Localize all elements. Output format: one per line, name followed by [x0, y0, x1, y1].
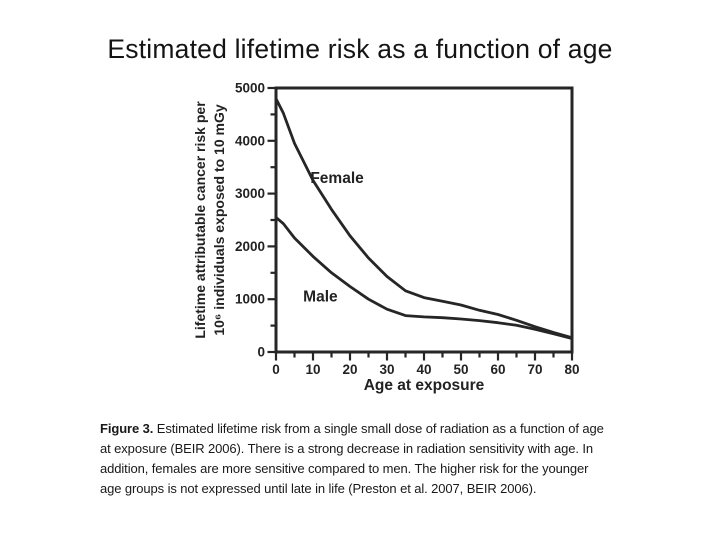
- svg-text:Female: Female: [310, 170, 364, 187]
- x-axis-label: Age at exposure: [363, 377, 485, 394]
- svg-text:20: 20: [342, 362, 357, 377]
- svg-text:10: 10: [305, 362, 320, 377]
- caption-figure-label: Figure 3.: [100, 421, 154, 436]
- svg-text:5000: 5000: [235, 81, 265, 96]
- svg-text:70: 70: [527, 362, 542, 377]
- svg-text:30: 30: [379, 362, 394, 377]
- svg-text:60: 60: [490, 362, 505, 377]
- caption-line-1-text: Estimated lifetime risk from a single sm…: [156, 421, 604, 436]
- caption-line: Figure 3. Estimated lifetime risk from a…: [100, 419, 678, 439]
- y-axis-label: Lifetime attributable cancer risk per 10…: [191, 70, 229, 370]
- svg-text:Male: Male: [303, 289, 338, 306]
- caption-line: at exposure (BEIR 2006). There is a stro…: [100, 441, 594, 456]
- svg-text:80: 80: [564, 362, 579, 377]
- svg-text:0: 0: [272, 362, 280, 377]
- svg-text:0: 0: [257, 345, 265, 360]
- page-title: Estimated lifetime risk as a function of…: [107, 34, 613, 64]
- svg-text:40: 40: [416, 362, 431, 377]
- svg-text:4000: 4000: [235, 133, 265, 148]
- svg-text:3000: 3000: [235, 186, 265, 201]
- caption-line: addition, females are more sensitive com…: [100, 461, 589, 476]
- svg-text:50: 50: [453, 362, 468, 377]
- chart-plot-area: 0 10 20 30 40 50 60 70 80 0 1000 2000 3000 4000 5000 Fe…: [235, 81, 580, 378]
- y-axis-label-line2: 10⁶ individuals exposed to 10 mGy: [211, 104, 227, 336]
- caption-line: age groups is not expressed until late i…: [100, 481, 537, 496]
- svg-text:2000: 2000: [235, 239, 265, 254]
- svg-text:1000: 1000: [235, 292, 265, 307]
- figure-caption: Figure 3. Estimated lifetime risk from a…: [100, 419, 678, 499]
- y-axis-label-line1: Lifetime attributable cancer risk per: [192, 101, 208, 339]
